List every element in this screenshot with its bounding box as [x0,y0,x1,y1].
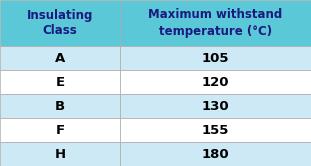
Bar [120,70,311,94]
Text: H: H [54,148,66,161]
Text: A: A [55,51,65,65]
Text: B: B [55,99,65,113]
Bar [0,46,120,70]
Text: 105: 105 [202,51,229,65]
Text: 180: 180 [202,148,229,161]
Bar [120,46,311,70]
Bar [0,70,120,94]
Text: Maximum withstand
temperature (°C): Maximum withstand temperature (°C) [148,8,283,38]
Bar [0,142,120,166]
Bar [120,118,311,142]
Bar [120,142,311,166]
Text: Insulating
Class: Insulating Class [27,8,93,38]
Text: 120: 120 [202,76,229,88]
Bar [0,0,120,46]
Text: 130: 130 [202,99,229,113]
Bar [0,94,120,118]
Bar [120,94,311,118]
Text: F: F [55,124,65,136]
Bar [0,118,120,142]
Text: E: E [55,76,65,88]
Text: 155: 155 [202,124,229,136]
Bar [120,0,311,46]
